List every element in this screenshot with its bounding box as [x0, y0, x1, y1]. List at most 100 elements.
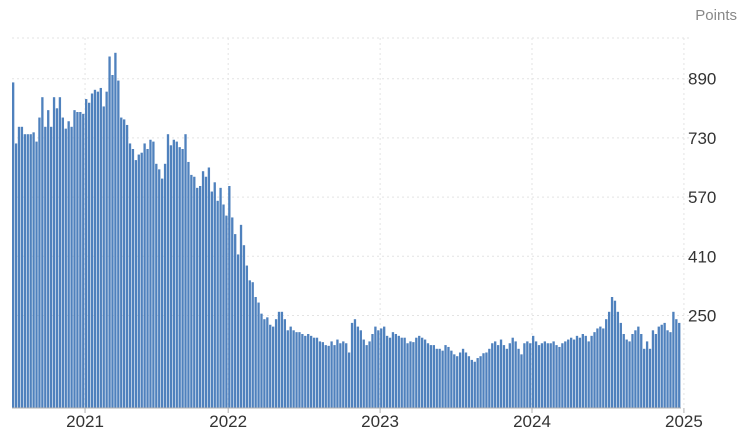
bar — [491, 343, 494, 408]
bar — [590, 335, 593, 408]
bar — [494, 341, 497, 408]
bar — [301, 334, 304, 408]
bar — [236, 254, 240, 408]
x-axis-ticks: 2021 2022 2023 2024 2025 — [66, 408, 703, 431]
bar — [222, 204, 225, 408]
bar — [76, 112, 79, 408]
x-tick-label: 2022 — [209, 412, 247, 431]
y-axis-unit-label: Points — [695, 7, 737, 24]
bar — [581, 334, 584, 408]
bar — [146, 149, 149, 408]
bar — [70, 126, 73, 409]
bar — [505, 348, 509, 408]
bar — [44, 126, 47, 409]
bar — [464, 352, 468, 408]
bar — [383, 326, 386, 408]
bar — [213, 182, 216, 408]
bar — [49, 126, 53, 409]
bar — [593, 332, 596, 408]
bar — [672, 311, 675, 408]
bar — [356, 326, 360, 408]
bar — [523, 343, 526, 408]
bar — [561, 343, 564, 408]
bar — [613, 300, 617, 408]
bar — [423, 339, 427, 408]
bar — [564, 341, 567, 408]
bar — [345, 343, 348, 408]
bar — [616, 311, 620, 408]
bar — [204, 176, 208, 408]
bar — [198, 186, 202, 408]
bar — [675, 319, 678, 408]
bar — [315, 337, 319, 408]
bar — [488, 348, 491, 408]
bar — [193, 176, 196, 408]
bar — [219, 187, 222, 408]
bar — [339, 343, 342, 408]
bar — [365, 345, 368, 408]
bar — [333, 345, 336, 408]
bar — [298, 332, 301, 408]
bar — [172, 139, 175, 408]
bar — [342, 341, 345, 408]
bar — [228, 186, 231, 408]
bar — [245, 265, 249, 408]
bar — [432, 345, 435, 408]
bar — [234, 234, 237, 408]
y-tick-label: 730 — [688, 129, 716, 148]
bar — [648, 348, 652, 408]
bar — [660, 324, 663, 408]
x-tick-label: 2024 — [513, 412, 551, 431]
bar — [196, 187, 199, 408]
bar — [610, 297, 614, 408]
bar — [23, 134, 27, 408]
bar — [482, 353, 485, 408]
y-tick-label: 570 — [688, 188, 716, 207]
bar — [435, 348, 438, 408]
bar — [412, 342, 415, 408]
bar — [283, 319, 287, 408]
bar — [184, 134, 187, 408]
bar — [426, 343, 430, 408]
bar — [619, 322, 622, 408]
bar — [599, 326, 602, 408]
bar — [248, 280, 251, 408]
bar — [596, 328, 599, 408]
bar — [61, 117, 64, 409]
bar — [295, 332, 298, 408]
bar — [312, 337, 316, 408]
bar — [336, 339, 339, 408]
bar — [47, 110, 50, 409]
bar — [254, 297, 257, 408]
bar — [514, 341, 517, 408]
bar — [128, 143, 132, 408]
bar — [73, 110, 76, 409]
bar — [555, 345, 558, 408]
bar — [307, 334, 310, 408]
bar — [280, 311, 284, 408]
bar — [140, 152, 143, 408]
bar — [277, 311, 281, 408]
bar — [143, 143, 146, 408]
y-tick-label: 890 — [688, 70, 716, 89]
bar — [26, 134, 29, 408]
bar — [152, 141, 155, 408]
bar — [292, 330, 295, 408]
bar — [643, 348, 646, 408]
bar — [263, 319, 266, 408]
bar — [622, 334, 625, 408]
bar — [575, 335, 579, 408]
bar — [640, 334, 643, 408]
bar — [269, 324, 272, 408]
bar — [461, 348, 465, 408]
bar — [377, 330, 380, 408]
x-tick-label: 2025 — [665, 412, 703, 431]
bar — [353, 319, 357, 408]
bar — [371, 334, 374, 408]
bar — [520, 354, 523, 408]
bar — [552, 341, 555, 408]
bar — [286, 330, 289, 408]
bar — [67, 121, 70, 408]
bar — [225, 215, 228, 408]
bar — [155, 163, 158, 408]
